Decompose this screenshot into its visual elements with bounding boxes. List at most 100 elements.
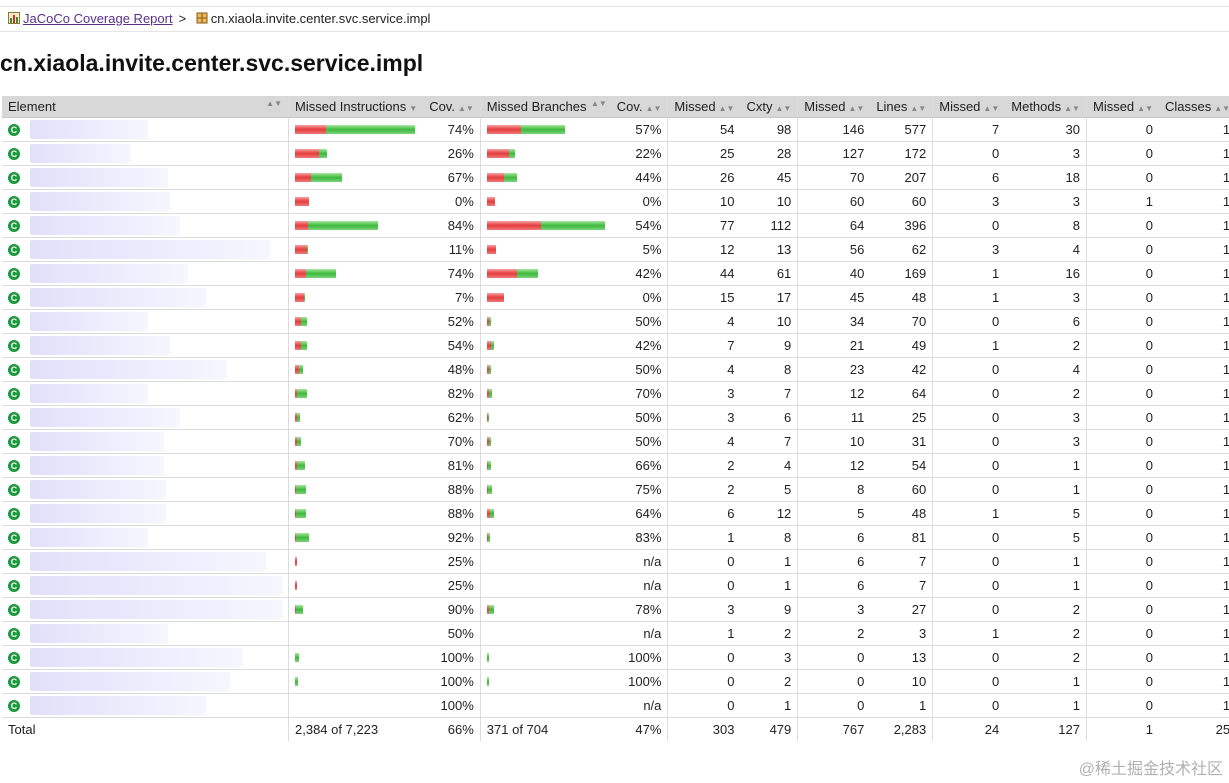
element-name-redacted[interactable]: [30, 240, 270, 259]
element-cell[interactable]: C: [2, 381, 289, 406]
element-link[interactable]: C: [8, 480, 282, 499]
element-link[interactable]: C: [8, 336, 282, 355]
element-link[interactable]: C: [8, 120, 282, 139]
element-cell[interactable]: C: [2, 141, 289, 166]
element-link[interactable]: C: [8, 648, 282, 667]
element-link[interactable]: C: [8, 240, 282, 259]
col-classes[interactable]: Classes ▲▼: [1159, 96, 1229, 118]
col-methods[interactable]: Methods ▲▼: [1005, 96, 1087, 118]
element-name-redacted[interactable]: [30, 624, 168, 643]
element-name-redacted[interactable]: [30, 408, 180, 427]
table-row[interactable]: C 26% 22% 25 28 127 172 0 3 0 1: [2, 141, 1229, 166]
element-cell[interactable]: C: [2, 429, 289, 454]
element-link[interactable]: C: [8, 408, 282, 427]
table-row[interactable]: C 74% 42% 44 61 40 169 1 16 0 1: [2, 261, 1229, 286]
col-cxty[interactable]: Cxty ▲▼: [740, 96, 798, 118]
element-link[interactable]: C: [8, 456, 282, 475]
element-name-redacted[interactable]: [30, 288, 206, 307]
table-row[interactable]: C 25% n/a 0 1 6 7 0 1 0 1: [2, 573, 1229, 598]
element-cell[interactable]: C: [2, 621, 289, 646]
table-row[interactable]: C 25% n/a 0 1 6 7 0 1 0 1: [2, 549, 1229, 574]
breadcrumb-root-link[interactable]: JaCoCo Coverage Report: [23, 11, 173, 26]
table-row[interactable]: C 7% 0% 15 17 45 48 1 3 0 1: [2, 285, 1229, 310]
col-missed-cxty[interactable]: Missed ▲▼: [667, 96, 741, 118]
table-row[interactable]: C 90% 78% 3 9 3 27 0 2 0 1: [2, 597, 1229, 622]
element-link[interactable]: C: [8, 264, 282, 283]
element-link[interactable]: C: [8, 504, 282, 523]
col-missed-methods[interactable]: Missed ▲▼: [932, 96, 1006, 118]
col-missed-lines[interactable]: Missed ▲▼: [797, 96, 871, 118]
table-row[interactable]: C 81% 66% 2 4 12 54 0 1 0 1: [2, 453, 1229, 478]
element-link[interactable]: C: [8, 600, 282, 619]
element-link[interactable]: C: [8, 696, 282, 715]
col-missed-classes[interactable]: Missed ▲▼: [1085, 96, 1160, 118]
table-row[interactable]: C 100% n/a 0 1 0 1 0 1 0 1: [2, 693, 1229, 718]
element-link[interactable]: C: [8, 168, 282, 187]
table-row[interactable]: C 100% 100% 0 2 0 10 0 1 0 1: [2, 669, 1229, 694]
table-row[interactable]: C 50% n/a 1 2 2 3 1 2 0 1: [2, 621, 1229, 646]
table-row[interactable]: C 48% 50% 4 8 23 42 0 4 0 1: [2, 357, 1229, 382]
table-row[interactable]: C 84% 54% 77 112 64 396 0 8 0 1: [2, 213, 1229, 238]
element-cell[interactable]: C: [2, 453, 289, 478]
element-cell[interactable]: C: [2, 477, 289, 502]
col-missed-branches[interactable]: Missed Branches ▲▼: [479, 96, 611, 118]
element-name-redacted[interactable]: [30, 504, 166, 523]
element-name-redacted[interactable]: [30, 120, 148, 139]
element-cell[interactable]: C: [2, 309, 289, 334]
element-link[interactable]: C: [8, 384, 282, 403]
element-name-redacted[interactable]: [30, 360, 226, 379]
table-row[interactable]: C 100% 100% 0 3 0 13 0 2 0 1: [2, 645, 1229, 670]
element-cell[interactable]: C: [2, 501, 289, 526]
element-name-redacted[interactable]: [30, 216, 180, 235]
element-cell[interactable]: C: [2, 237, 289, 262]
element-link[interactable]: C: [8, 576, 282, 595]
element-name-redacted[interactable]: [30, 576, 282, 595]
element-name-redacted[interactable]: [30, 264, 188, 283]
element-cell[interactable]: C: [2, 405, 289, 430]
element-cell[interactable]: C: [2, 213, 289, 238]
element-name-redacted[interactable]: [30, 384, 148, 403]
table-row[interactable]: C 67% 44% 26 45 70 207 6 18 0 1: [2, 165, 1229, 190]
element-name-redacted[interactable]: [30, 144, 130, 163]
element-link[interactable]: C: [8, 672, 282, 691]
element-name-redacted[interactable]: [30, 312, 148, 331]
col-element[interactable]: Element ▲▼: [2, 96, 289, 118]
table-row[interactable]: C 62% 50% 3 6 11 25 0 3 0 1: [2, 405, 1229, 430]
table-row[interactable]: C 11% 5% 12 13 56 62 3 4 0 1: [2, 237, 1229, 262]
element-name-redacted[interactable]: [30, 192, 170, 211]
element-cell[interactable]: C: [2, 693, 289, 718]
table-row[interactable]: C 70% 50% 4 7 10 31 0 3 0 1: [2, 429, 1229, 454]
table-row[interactable]: C 88% 75% 2 5 8 60 0 1 0 1: [2, 477, 1229, 502]
element-name-redacted[interactable]: [30, 672, 230, 691]
element-link[interactable]: C: [8, 432, 282, 451]
element-name-redacted[interactable]: [30, 648, 242, 667]
table-row[interactable]: C 92% 83% 1 8 6 81 0 5 0 1: [2, 525, 1229, 550]
element-link[interactable]: C: [8, 624, 282, 643]
element-name-redacted[interactable]: [30, 168, 168, 187]
element-link[interactable]: C: [8, 288, 282, 307]
col-branch-cov[interactable]: Cov. ▲▼: [610, 96, 668, 118]
element-name-redacted[interactable]: [30, 480, 166, 499]
element-link[interactable]: C: [8, 360, 282, 379]
element-cell[interactable]: C: [2, 165, 289, 190]
element-link[interactable]: C: [8, 528, 282, 547]
col-missed-instructions[interactable]: Missed Instructions ▼: [288, 96, 424, 118]
element-cell[interactable]: C: [2, 669, 289, 694]
element-cell[interactable]: C: [2, 357, 289, 382]
element-cell[interactable]: C: [2, 597, 289, 622]
element-cell[interactable]: C: [2, 333, 289, 358]
element-cell[interactable]: C: [2, 645, 289, 670]
element-cell[interactable]: C: [2, 549, 289, 574]
element-cell[interactable]: C: [2, 573, 289, 598]
table-row[interactable]: C 52% 50% 4 10 34 70 0 6 0 1: [2, 309, 1229, 334]
element-link[interactable]: C: [8, 192, 282, 211]
element-cell[interactable]: C: [2, 285, 289, 310]
element-name-redacted[interactable]: [30, 528, 148, 547]
element-link[interactable]: C: [8, 312, 282, 331]
element-cell[interactable]: C: [2, 117, 289, 142]
element-link[interactable]: C: [8, 144, 282, 163]
element-name-redacted[interactable]: [30, 552, 266, 571]
col-lines[interactable]: Lines ▲▼: [870, 96, 933, 118]
element-link[interactable]: C: [8, 216, 282, 235]
element-link[interactable]: C: [8, 552, 282, 571]
